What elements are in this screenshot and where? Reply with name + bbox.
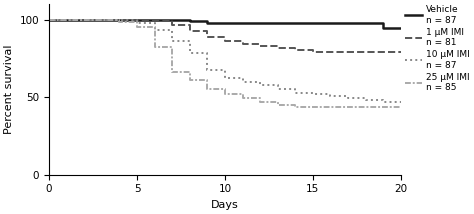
X-axis label: Days: Days [211, 200, 239, 210]
Legend: Vehicle
n = 87, 1 μM IMI
n = 81, 10 μM IMI
n = 87, 25 μM IMI
n = 85: Vehicle n = 87, 1 μM IMI n = 81, 10 μM I… [405, 5, 470, 92]
Y-axis label: Percent survival: Percent survival [4, 45, 14, 134]
